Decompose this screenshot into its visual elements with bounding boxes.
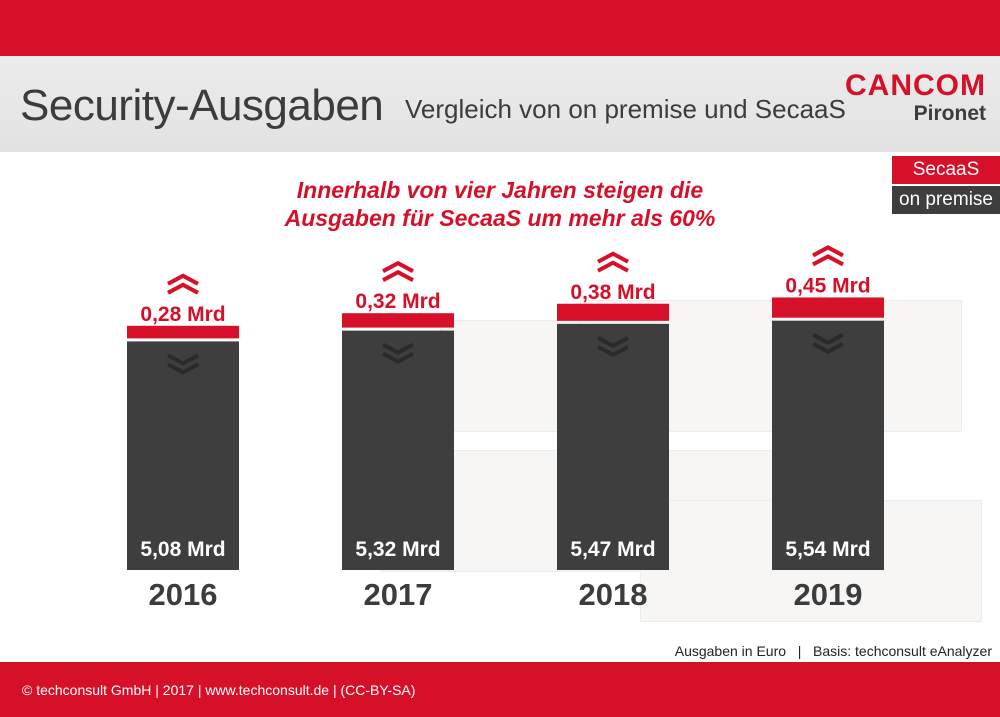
bar-on-premise-2019 [772, 320, 884, 570]
bar-on-premise-2017 [342, 330, 454, 570]
data-label-on-premise-2018: 5,47 Mrd [570, 538, 655, 561]
data-label-secaas-2016: 0,28 Mrd [140, 303, 225, 326]
chart-headline: Innerhalb von vier Jahren steigen die Au… [230, 176, 770, 232]
double-chevron-up-icon [167, 273, 199, 295]
double-chevron-up-icon [382, 260, 414, 282]
page-subtitle: Vergleich von on premise und SecaaS [405, 94, 846, 124]
header: Security-Ausgaben Vergleich von on premi… [0, 56, 1000, 152]
x-tick-label-2017: 2017 [364, 577, 433, 612]
bar-secaas-2017 [342, 313, 454, 328]
data-label-on-premise-2017: 5,32 Mrd [355, 538, 440, 561]
company-logo: CANCOM Pironet [845, 70, 986, 126]
data-label-secaas-2019: 0,45 Mrd [785, 274, 870, 297]
double-chevron-down-icon [812, 332, 844, 354]
bar-secaas-2016 [127, 325, 239, 339]
data-label-on-premise-2019: 5,54 Mrd [785, 538, 870, 561]
data-label-on-premise-2016: 5,08 Mrd [140, 538, 225, 561]
x-tick-label-2016: 2016 [149, 577, 218, 612]
x-tick-label-2019: 2019 [794, 577, 863, 612]
double-chevron-down-icon [167, 353, 199, 375]
x-tick-label-2018: 2018 [579, 577, 648, 612]
top-banner [0, 0, 1000, 56]
source-note: Ausgaben in Euro | Basis: techconsult eA… [674, 643, 992, 659]
bar-secaas-2019 [772, 297, 884, 318]
footer: © techconsult GmbH | 2017 | www.techcons… [0, 662, 1000, 717]
data-label-secaas-2017: 0,32 Mrd [355, 290, 440, 313]
legend-secaas: SecaaS [892, 156, 1000, 184]
legend-on-premise: on premise [892, 186, 1000, 214]
double-chevron-down-icon [382, 342, 414, 364]
double-chevron-up-icon [812, 245, 844, 267]
logo-sub-text: Pironet [913, 102, 986, 125]
footer-text: © techconsult GmbH | 2017 | www.techcons… [22, 682, 416, 698]
bar-on-premise-2018 [557, 323, 669, 570]
headline-line-2: Ausgaben für SecaaS um mehr als 60% [284, 205, 716, 231]
double-chevron-up-icon [597, 251, 629, 273]
bar-secaas-2018 [557, 303, 669, 321]
double-chevron-down-icon [597, 336, 629, 358]
page-title: Security-Ausgaben [20, 81, 384, 130]
headline-line-1: Innerhalb von vier Jahren steigen die [296, 177, 704, 203]
data-label-secaas-2018: 0,38 Mrd [570, 281, 655, 304]
chart-legend: SecaaS on premise [892, 156, 1000, 216]
logo-main-text: CANCOM [845, 69, 986, 102]
bar-on-premise-2016 [127, 341, 239, 570]
